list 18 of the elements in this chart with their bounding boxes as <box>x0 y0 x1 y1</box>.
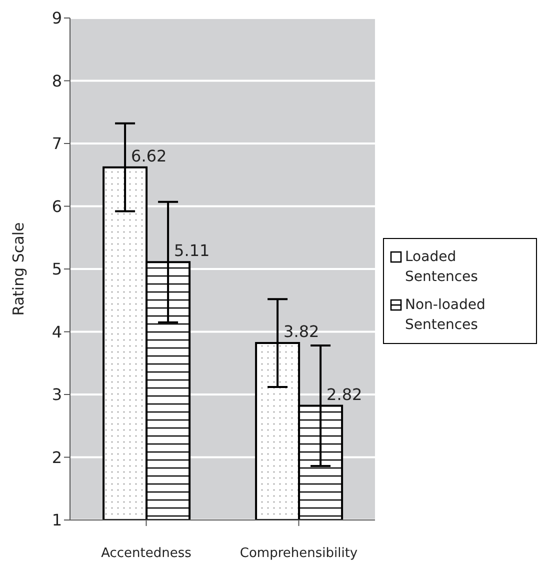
x-tick-label: Comprehensibility <box>240 546 358 562</box>
y-axis-title: Rating Scale <box>9 222 28 316</box>
x-tick-label: Accentedness <box>101 546 192 562</box>
y-tick-label: 1 <box>52 510 62 530</box>
data-label: 3.82 <box>284 322 320 342</box>
y-tick-label: 9 <box>52 8 62 28</box>
y-tick-label: 7 <box>52 134 62 154</box>
y-tick-label: 2 <box>52 448 62 467</box>
y-tick-label: 3 <box>52 385 62 404</box>
y-tick-label: 6 <box>52 196 62 216</box>
text: Non-loaded Sentences <box>405 296 486 335</box>
data-label: 6.62 <box>131 146 167 166</box>
y-tick-label: 4 <box>52 322 62 342</box>
y-tick-label: 8 <box>52 71 62 90</box>
data-label: 2.82 <box>326 384 362 404</box>
data-label: 5.11 <box>174 241 210 260</box>
y-tick-label: 5 <box>52 260 62 279</box>
text: Loaded Sentences <box>405 248 479 287</box>
